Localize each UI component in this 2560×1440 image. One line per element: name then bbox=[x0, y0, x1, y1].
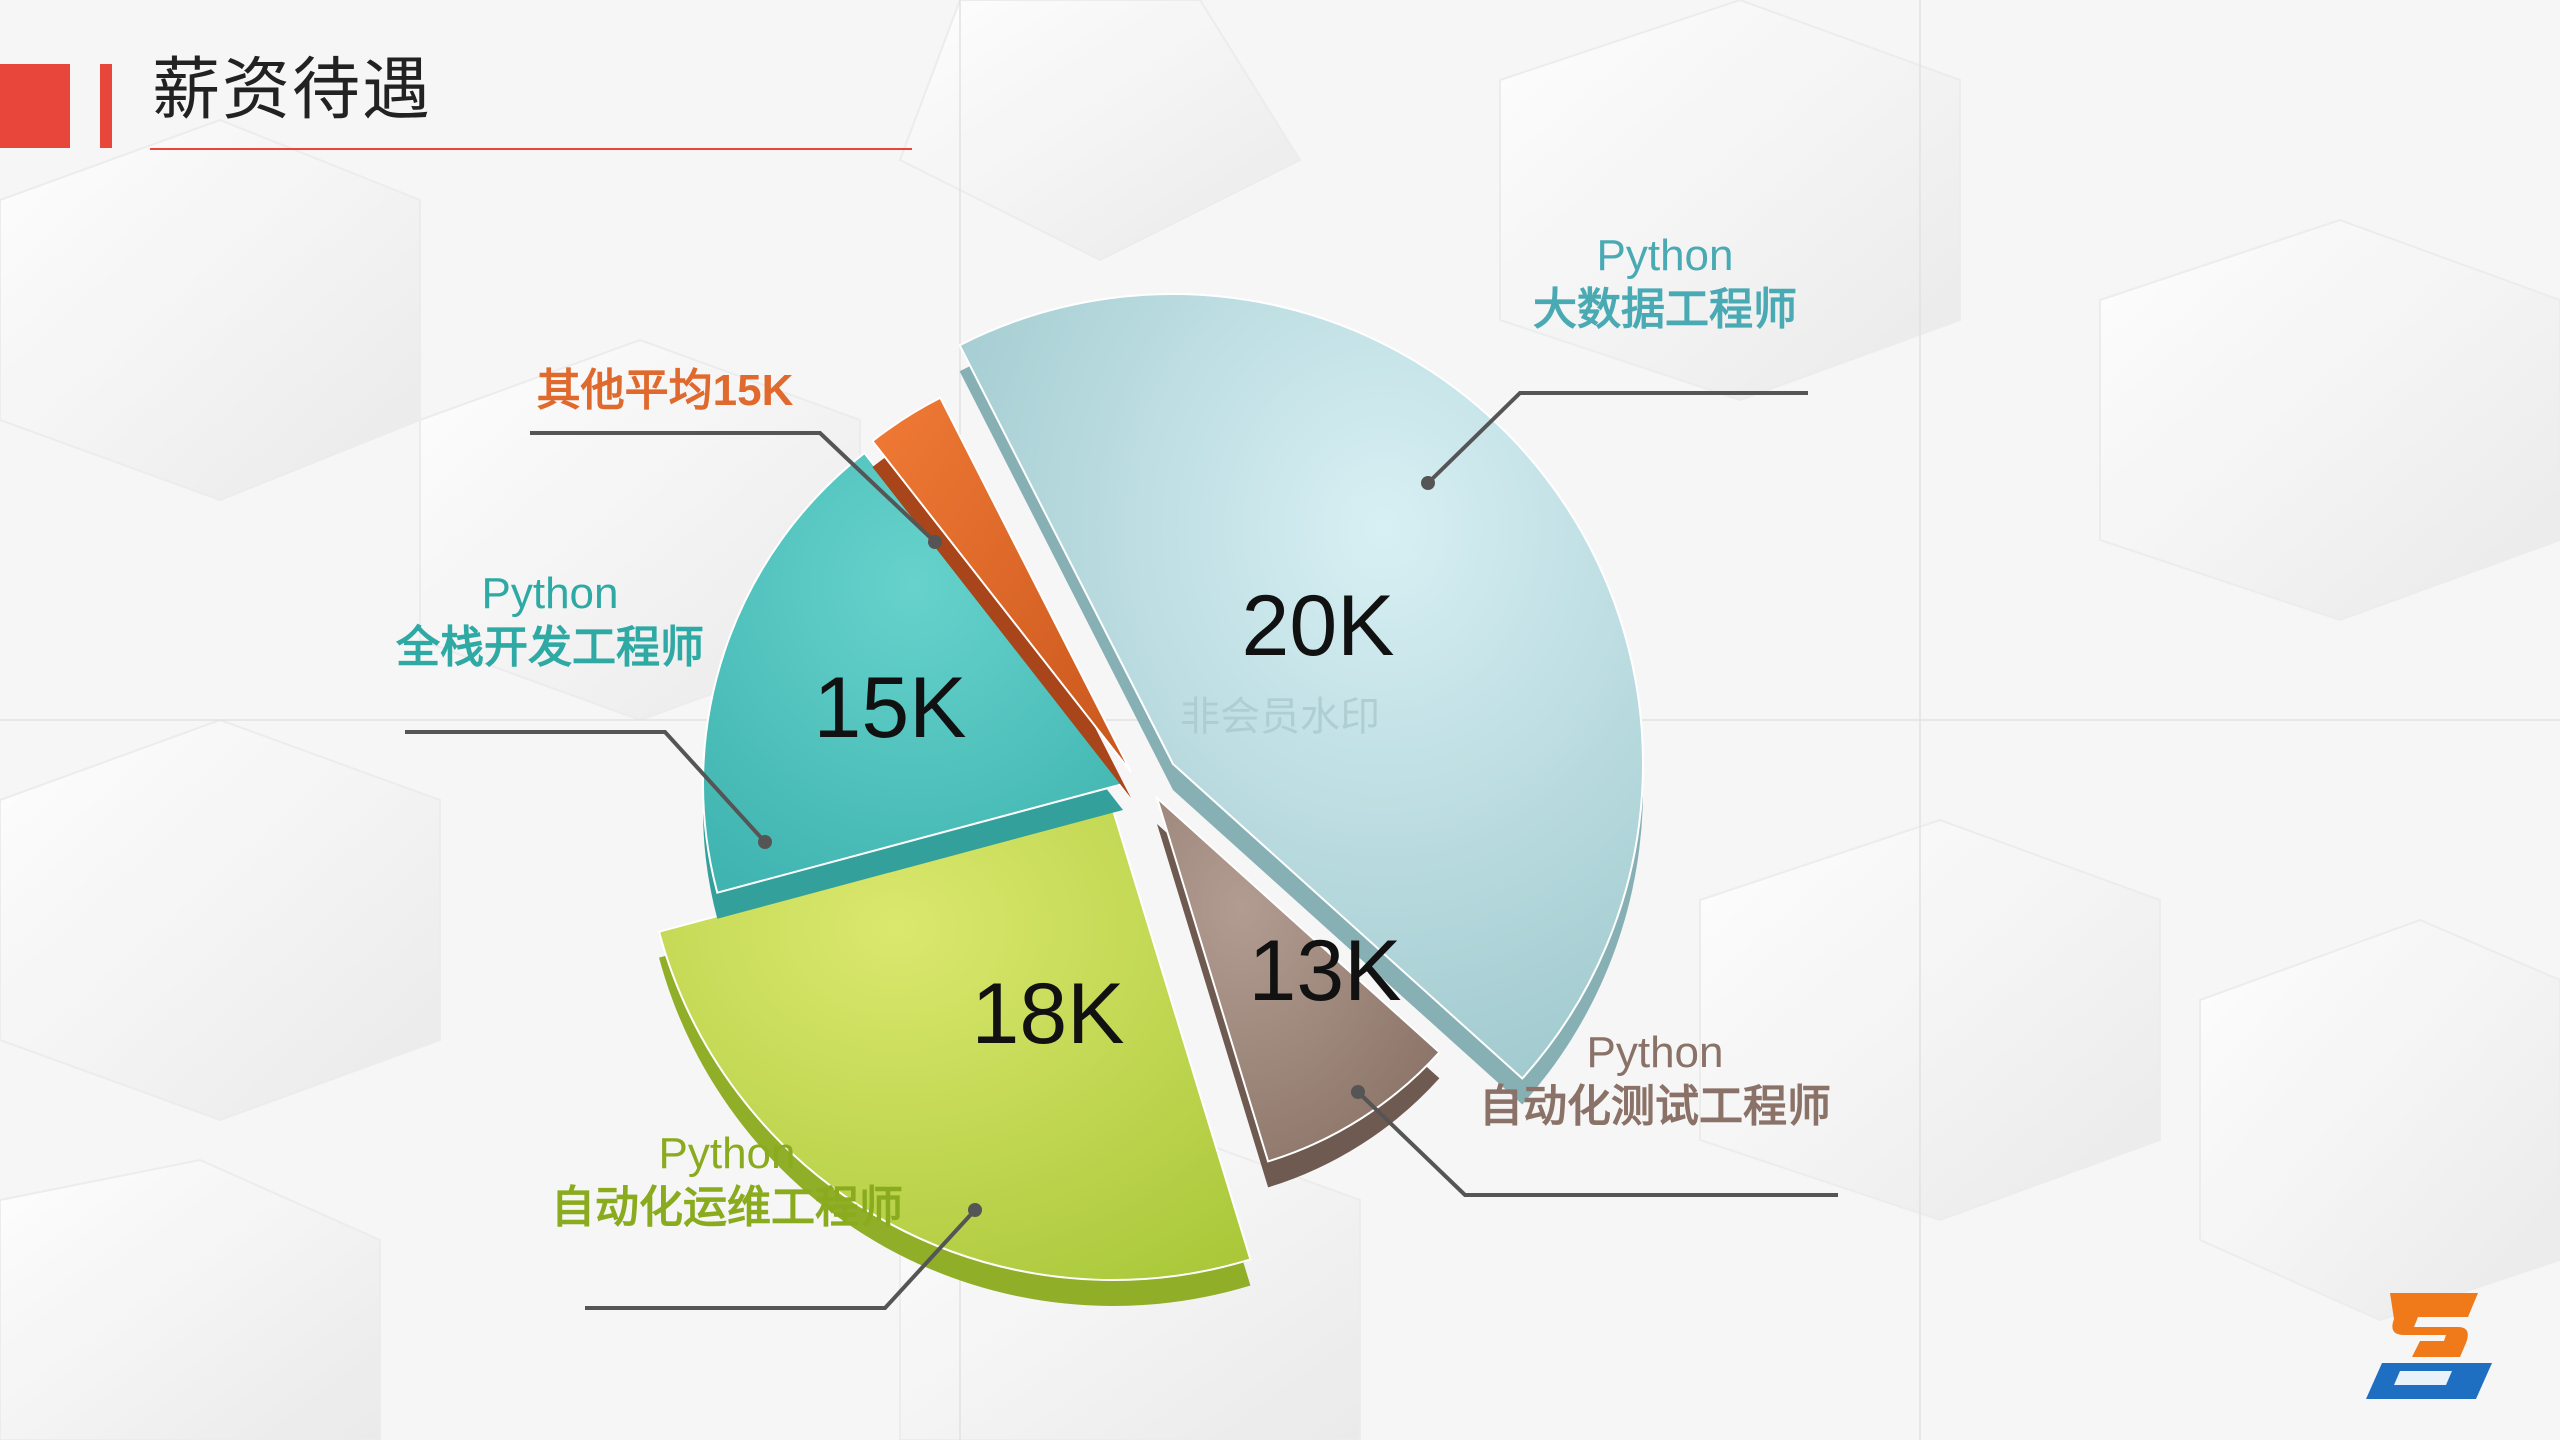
leader-dot bbox=[1421, 476, 1435, 490]
slice-category-label: Python bbox=[1597, 231, 1734, 280]
header-accent-block bbox=[0, 64, 70, 148]
slice-value-label: 18K bbox=[971, 966, 1124, 1062]
slice-category-label: 自动化运维工程师 bbox=[551, 1183, 903, 1232]
slice-category-label: 其他平均15K bbox=[537, 366, 794, 415]
leader-line bbox=[1426, 391, 1808, 485]
watermark-text: 非会员水印 bbox=[1180, 695, 1380, 739]
slice-value-label: 15K bbox=[813, 660, 966, 756]
slice-category-label: 全栈开发工程师 bbox=[395, 622, 704, 672]
slice-category-label: Python bbox=[1587, 1028, 1724, 1077]
leader-dot bbox=[968, 1203, 982, 1217]
pie-slice bbox=[958, 293, 1644, 1080]
slice-category-label: Python bbox=[482, 569, 619, 618]
header-accent-bar bbox=[100, 64, 112, 148]
pie-slices bbox=[657, 293, 1644, 1306]
slice-value-label: 20K bbox=[1241, 578, 1394, 674]
leader-line bbox=[1356, 1090, 1838, 1197]
slice-category-label: 大数据工程师 bbox=[1533, 285, 1797, 334]
company-logo-icon bbox=[2366, 1293, 2492, 1399]
pie-slice bbox=[871, 396, 1132, 773]
leader-line bbox=[405, 730, 767, 844]
pie-slice bbox=[657, 808, 1252, 1281]
slice-labels: 20K Python 大数据工程师 13K Python 自动化测试工程师 18K Pytho… bbox=[395, 231, 1831, 1232]
page-title: 薪资待遇 bbox=[152, 51, 433, 130]
slice-category-label: 自动化测试工程师 bbox=[1479, 1082, 1831, 1131]
leader-lines bbox=[405, 391, 1838, 1310]
header-underline bbox=[150, 148, 912, 150]
leader-dot bbox=[1351, 1085, 1365, 1099]
pie-slice bbox=[1154, 794, 1441, 1163]
slice-value-label: 13K bbox=[1248, 923, 1401, 1019]
leader-dot bbox=[758, 835, 772, 849]
pie-slice bbox=[702, 451, 1125, 894]
leader-line bbox=[530, 431, 937, 544]
leader-line bbox=[585, 1208, 977, 1310]
leader-dot bbox=[928, 535, 942, 549]
slice-category-label: Python bbox=[659, 1129, 796, 1178]
